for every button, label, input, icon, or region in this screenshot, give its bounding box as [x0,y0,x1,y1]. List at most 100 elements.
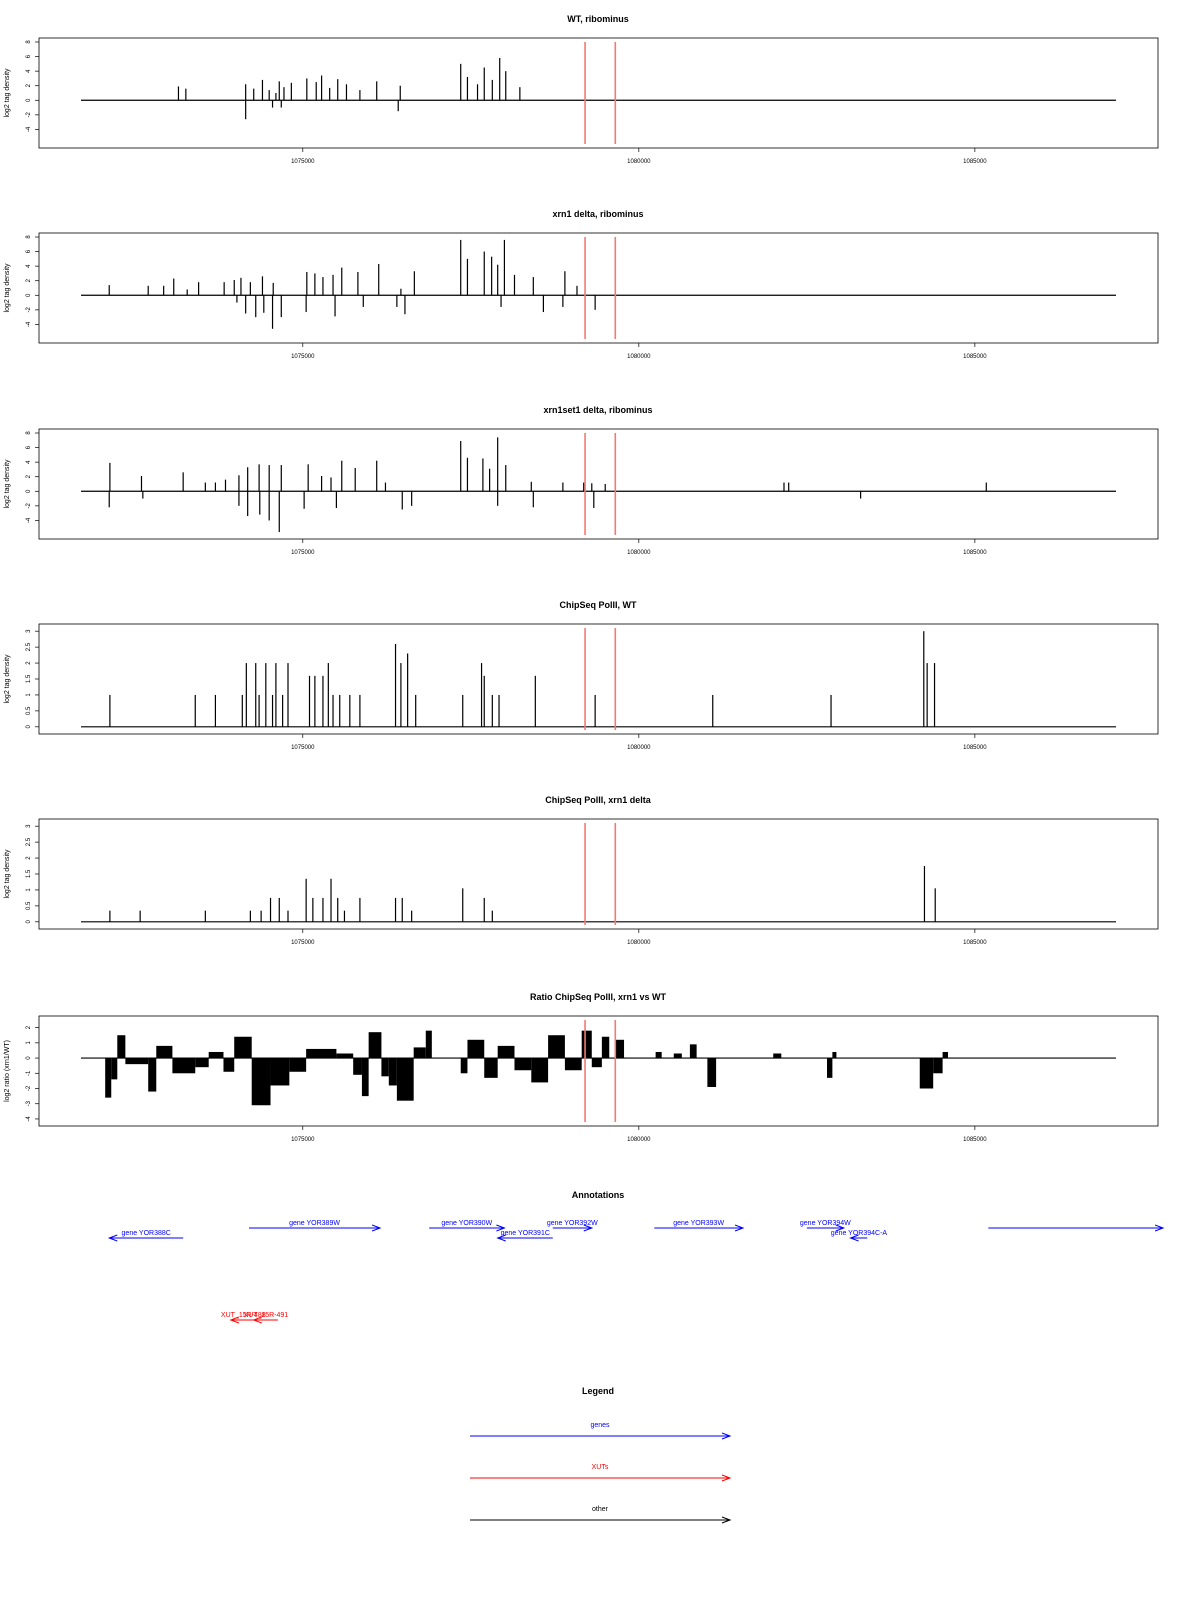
y-tick-label: 0 [26,1056,32,1060]
data-series [108,437,987,533]
gene-arrow [107,1234,184,1242]
ratio-segment [655,1051,662,1059]
plot-frame [38,37,1159,149]
plot-frame [38,428,1159,540]
y-tick-label: 2 [26,856,32,860]
ratio-segment [361,1058,369,1097]
ratio-segment [270,1058,290,1086]
legend-item: genes [470,1422,732,1440]
gene-label: gene YOR392W [547,1220,598,1227]
plot-frame [38,1015,1159,1127]
panel-0: WT, ribominus 8 6 4 2 0 -2 -4 log2 tag density 10… [4,14,1159,165]
xut-feature: XUT_15R-491 [243,1312,288,1324]
legend-arrow [470,1432,732,1440]
y-tick-label: 4 [26,460,32,464]
y-axis: 3 2.5 2 1.5 1 0.5 0 log2 tag density [4,629,39,728]
gene-arrow [429,1224,506,1232]
y-tick-label: 1 [26,693,32,697]
plot-frame [38,818,1159,930]
gene-label: gene YOR391C [501,1230,550,1237]
x-tick-label: 1085000 [963,745,987,751]
y-tick-label: 6 [26,54,32,58]
data-series [109,631,936,727]
plot-frame [38,623,1159,735]
y-tick-label: -2 [26,307,32,313]
ratio-segment [148,1058,157,1092]
ratio-segment [425,1030,432,1059]
ratio-segment [581,1030,592,1059]
gene-arrow [849,1234,868,1242]
arrow-head [721,1474,732,1482]
xut-label: XUT_15R-491 [243,1312,288,1319]
ratio-segment [514,1058,532,1071]
y-tick-label: -4 [26,517,32,523]
x-axis: 1075000 1080000 1085000 [291,734,987,751]
data-series [105,1030,948,1106]
gene-feature [988,1224,1165,1232]
arrow-head [734,1224,745,1232]
x-tick-label: 1085000 [963,1137,987,1143]
x-tick-label: 1080000 [627,159,651,165]
y-axis-label: log2 tag density [4,849,11,899]
x-tick-label: 1085000 [963,354,987,360]
ratio-segment [208,1051,224,1059]
y-axis: 3 2.5 2 1.5 1 0.5 0 log2 tag density [4,824,39,923]
ratio-segment [125,1058,149,1065]
x-tick-label: 1075000 [291,159,315,165]
annotations-title: Annotations [572,1190,625,1200]
y-axis-label: log2 tag density [4,263,11,313]
gene-label: gene YOR388C [122,1230,171,1237]
gene-feature: gene YOR391C [496,1230,553,1242]
ratio-segment [172,1058,196,1074]
panel-5: Ratio ChipSeq PolII, xrn1 vs WT 2 1 0 -1 -2 -3… [4,992,1159,1143]
legend-label: other [592,1506,609,1513]
ratio-segment [673,1053,682,1059]
x-tick-label: 1080000 [627,940,651,946]
plot-frame [38,232,1159,344]
y-tick-label: -4 [26,1116,32,1122]
arrow-head [849,1234,859,1242]
ratio-segment [832,1051,837,1059]
gene-label: gene YOR394C-A [831,1230,888,1237]
legend-item: XUTs [470,1464,732,1482]
y-tick-label: -1 [26,1070,32,1076]
y-axis-label: log2 ratio (xrn1/WT) [4,1040,11,1102]
region-markers [584,433,617,535]
legend-title: Legend [582,1386,614,1396]
ratio-segment [933,1058,943,1074]
panel-4: ChipSeq PolII, xrn1 delta 3 2.5 2 1.5 1 0.5 0 lo… [4,795,1159,946]
ratio-segment [223,1058,235,1072]
region-markers [584,823,617,925]
x-axis: 1075000 1080000 1085000 [291,343,987,360]
y-tick-label: 0.5 [26,706,32,715]
y-tick-label: 2 [26,278,32,282]
ratio-segment [919,1058,934,1089]
y-tick-label: -4 [26,321,32,327]
region-markers [584,42,617,144]
arrow-head [1154,1224,1165,1232]
y-tick-label: -2 [26,503,32,509]
ratio-segment [548,1035,565,1059]
arrow-head [835,1224,846,1232]
arrow-head [229,1316,240,1324]
gene-label: gene YOR390W [441,1220,492,1227]
y-tick-label: 2.5 [26,837,32,846]
ratio-segment [251,1058,271,1106]
y-tick-label: 1.5 [26,869,32,878]
x-tick-label: 1075000 [291,1137,315,1143]
gene-arrow [654,1224,745,1232]
ratio-segment [591,1058,602,1068]
data-series [109,866,936,922]
y-axis-label: log2 tag density [4,654,11,704]
gene-label: gene YOR394W [800,1220,851,1227]
arrow-head [107,1234,118,1242]
y-tick-label: -2 [26,112,32,118]
gene-arrow [552,1224,594,1232]
gene-arrow [988,1224,1165,1232]
xut-label: XUT_15R-488 [221,1312,266,1319]
ratio-segment [601,1036,610,1059]
x-axis: 1075000 1080000 1085000 [291,1126,987,1143]
y-tick-label: 0 [26,919,32,923]
panel-title: xrn1 delta, ribominus [552,209,643,219]
